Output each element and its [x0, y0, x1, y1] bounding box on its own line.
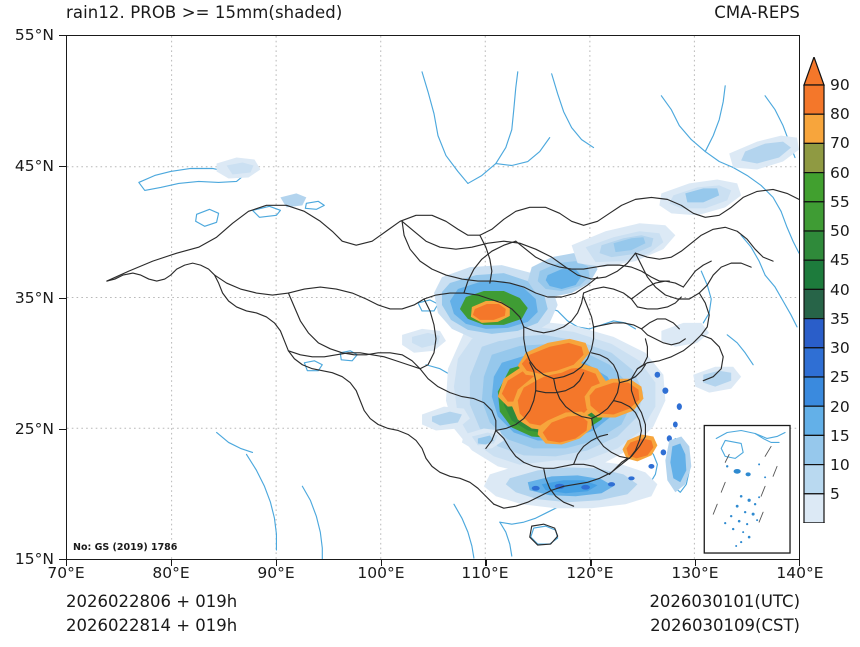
administrative-borders — [106, 188, 799, 546]
x-tick-label-110e: 110°E — [461, 564, 509, 582]
map-canvas — [67, 36, 799, 559]
x-tick-label-130e: 130°E — [671, 564, 719, 582]
x-tick-label-80e: 80°E — [152, 564, 190, 582]
colorbar-label-15: 15 — [830, 427, 850, 445]
x-tick-label-70e: 70°E — [47, 564, 85, 582]
map-attribution: No: GS (2019) 1786 — [70, 541, 181, 554]
colorbar-label-20: 20 — [830, 398, 850, 416]
colorbar-label-50: 50 — [830, 222, 850, 240]
map-plot-area[interactable]: No: GS (2019) 1786 — [66, 35, 800, 560]
valid-time-utc-label: 2026030101(UTC) — [649, 592, 800, 611]
y-tick-label-35n: 35°N — [14, 289, 54, 307]
colorbar-label-40: 40 — [830, 281, 850, 299]
colorbar-label-80: 80 — [830, 105, 850, 123]
page-title: rain12. PROB >= 15mm(shaded) — [66, 3, 343, 22]
colorbar-label-5: 5 — [830, 485, 840, 503]
x-tick-label-100e: 100°E — [357, 564, 405, 582]
colorbar-label-45: 45 — [830, 251, 850, 269]
colorbar-label-10: 10 — [830, 456, 850, 474]
south-china-sea-inset — [703, 424, 791, 554]
y-tick-label-45n: 45°N — [14, 157, 54, 175]
colorbar-swatches — [803, 57, 825, 523]
y-tick-label-55n: 55°N — [14, 26, 54, 44]
colorbar-label-35: 35 — [830, 310, 850, 328]
colorbar-label-60: 60 — [830, 164, 850, 182]
model-label: CMA-REPS — [714, 3, 800, 22]
init-time-utc-label: 2026022806 + 019h — [66, 592, 238, 611]
x-tick-label-90e: 90°E — [257, 564, 295, 582]
y-tick-label-15n: 15°N — [14, 550, 54, 568]
colorbar[interactable] — [803, 57, 825, 523]
colorbar-label-90: 90 — [830, 76, 850, 94]
y-tick-label-25n: 25°N — [14, 420, 54, 438]
colorbar-label-30: 30 — [830, 339, 850, 357]
gridlines — [67, 36, 799, 559]
colorbar-label-55: 55 — [830, 193, 850, 211]
init-time-cst-label: 2026022814 + 019h — [66, 616, 238, 635]
x-tick-label-120e: 120°E — [566, 564, 614, 582]
valid-time-cst-label: 2026030109(CST) — [650, 616, 800, 635]
x-tick-label-140e: 140°E — [776, 564, 824, 582]
colorbar-label-25: 25 — [830, 368, 850, 386]
colorbar-label-70: 70 — [830, 134, 850, 152]
